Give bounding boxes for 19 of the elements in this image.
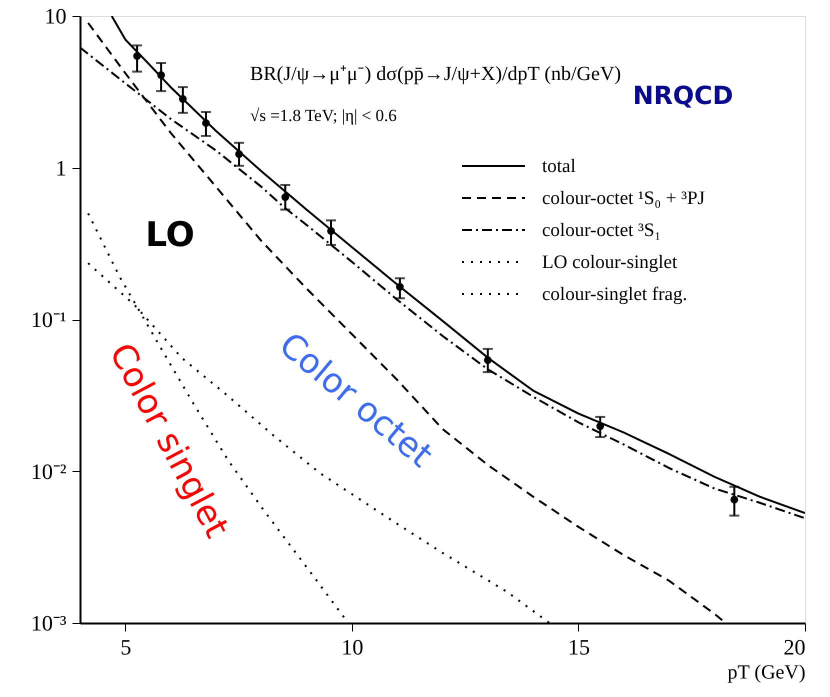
y-tick-label: 10 xyxy=(44,4,66,28)
annotation: √s =1.8 TeV; |η| < 0.6 xyxy=(250,106,397,125)
x-tick-label: 15 xyxy=(568,634,590,660)
y-tick-label: 1 xyxy=(56,155,66,180)
legend-label: LO colour-singlet xyxy=(542,252,678,273)
legend-label: total xyxy=(542,156,576,177)
y-tick-label: 10⁻¹ xyxy=(30,307,66,332)
legend-label: colour-octet ³S₁ xyxy=(542,220,662,241)
legend-label: colour-singlet frag. xyxy=(542,284,688,305)
x-tick-label: 20 xyxy=(784,634,806,660)
y-tick-label: 10⁻³ xyxy=(30,610,67,636)
legend-label: colour-octet ¹S₀ + ³PJ xyxy=(542,188,705,209)
annotation: LO xyxy=(145,215,195,255)
annotation: NRQCD xyxy=(632,81,734,110)
x-axis-title: pT (GeV) xyxy=(728,662,806,684)
x-tick-label: 10 xyxy=(341,634,364,660)
annotation: BR(J/ψ→μ⁺μ⁻) dσ(pp̄→J/ψ+X)/dpT (nb/GeV) xyxy=(250,63,622,85)
x-tick-label: 5 xyxy=(120,634,132,660)
y-tick-label: 10⁻² xyxy=(30,458,67,484)
